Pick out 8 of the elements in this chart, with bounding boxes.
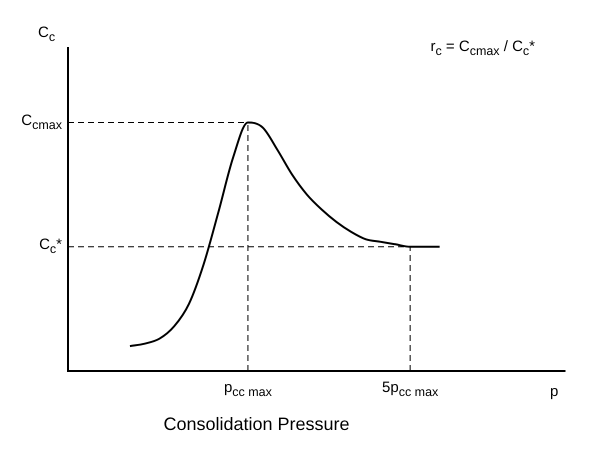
ref-line-label: C$_{c}$*	[39, 236, 62, 258]
ref-line-label: C$_{cmax}$	[21, 112, 62, 134]
x-tick-label: p$_{cc max}$	[224, 379, 272, 401]
text: r$_{c}$ = C$_{cmax}$ / C$_{c}$*	[430, 38, 535, 60]
x-tick-label: 5p$_{cc max}$	[382, 379, 438, 401]
text: p	[550, 383, 558, 401]
x-axis-title: Consolidation Pressure	[163, 413, 350, 435]
text: C$_{c}$	[38, 24, 56, 46]
